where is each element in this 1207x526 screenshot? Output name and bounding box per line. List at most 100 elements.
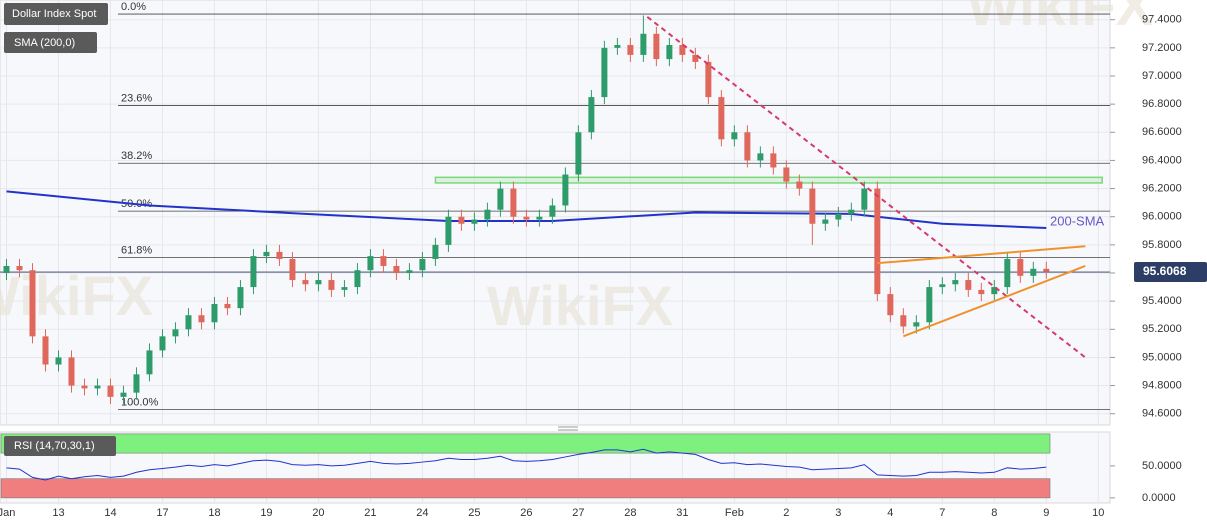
x-tick-label: Jan — [0, 507, 15, 519]
x-tick-label: 13 — [52, 507, 64, 519]
candle-body — [978, 289, 985, 295]
candle-body — [1030, 268, 1037, 276]
candle-body — [94, 385, 101, 389]
candle-body — [887, 294, 894, 316]
y-tick-label: 95.2000 — [1142, 323, 1182, 335]
rsi-box — [4, 436, 116, 456]
candle-body — [380, 256, 387, 266]
candle-body — [263, 251, 270, 257]
trendline — [877, 245, 1086, 265]
x-tick-label: 21 — [364, 507, 376, 519]
candle-body — [107, 385, 114, 397]
candle-body — [159, 336, 166, 351]
candle-body — [302, 280, 309, 285]
candle-body — [926, 287, 933, 323]
candle-body — [666, 45, 673, 60]
resistance-zone — [434, 176, 1103, 184]
watermark: WikiFX — [967, 0, 1153, 37]
x-tick-label: 4 — [887, 507, 893, 519]
x-tick-label: 24 — [416, 507, 428, 519]
rsi-label: RSI (14,70,30,1) — [14, 440, 95, 452]
candle-body — [900, 315, 907, 327]
y-tick-label: 96.4000 — [1142, 154, 1182, 166]
candle-body — [16, 265, 23, 271]
rsi-band — [0, 478, 1051, 499]
candle-body — [224, 303, 231, 309]
trendline — [646, 16, 1086, 359]
sma-annotation: 200-SMA — [1050, 213, 1105, 228]
candle-body — [835, 213, 842, 220]
y-tick-label: 95.4000 — [1142, 295, 1182, 307]
y-tick-label: 94.8000 — [1142, 380, 1182, 392]
x-tick-label: 7 — [939, 507, 945, 519]
x-tick-label: 10 — [1092, 507, 1104, 519]
candle-body — [588, 97, 595, 133]
rsi-line — [6, 448, 1047, 481]
x-tick-label: 3 — [835, 507, 841, 519]
candle-body — [965, 280, 972, 290]
x-tick-label: Feb — [725, 507, 744, 519]
candle-body — [796, 181, 803, 189]
indicator-label: SMA (200,0) — [14, 37, 75, 49]
candle-body — [432, 244, 439, 259]
candle-body — [952, 280, 959, 285]
candle-body — [991, 287, 998, 295]
y-tick-label: 96.8000 — [1142, 98, 1182, 110]
candle-body — [562, 174, 569, 206]
y-tick-label: 95.8000 — [1142, 239, 1182, 251]
x-tick-label: 26 — [520, 507, 532, 519]
title-box — [4, 3, 108, 25]
candle-body — [536, 216, 543, 220]
candle-body — [471, 219, 478, 224]
candle-body — [393, 265, 400, 274]
candle-body — [601, 47, 608, 98]
fib-label: 0.0% — [121, 1, 146, 13]
candle-body — [874, 188, 881, 295]
candle-body — [718, 97, 725, 140]
x-tick-label: 2 — [783, 507, 789, 519]
candle-body — [172, 329, 179, 337]
candle-body — [770, 153, 777, 168]
candle-body — [42, 336, 49, 365]
candle-body — [185, 315, 192, 330]
candle-body — [809, 188, 816, 224]
fib-label: 100.0% — [121, 396, 159, 408]
candle-body — [146, 350, 153, 375]
candle-body — [354, 270, 361, 288]
y-tick-label: 97.0000 — [1142, 70, 1182, 82]
y-tick-label: 50.0000 — [1142, 460, 1182, 472]
fib-label: 23.6% — [121, 92, 152, 104]
candle-body — [1017, 258, 1024, 276]
y-tick-label: 96.2000 — [1142, 182, 1182, 194]
candle-body — [55, 357, 62, 365]
candle-body — [484, 209, 491, 220]
last-price-label: 95.6068 — [1143, 264, 1187, 278]
candle-body — [211, 303, 218, 323]
candle-body — [81, 385, 88, 389]
x-tick-label: 25 — [468, 507, 480, 519]
candle-body — [757, 153, 764, 161]
candle-body — [3, 265, 10, 274]
candle-body — [861, 188, 868, 210]
candle-body — [510, 188, 517, 217]
x-tick-label: 8 — [991, 507, 997, 519]
candle-body — [549, 205, 556, 217]
x-tick-label: 27 — [572, 507, 584, 519]
candle-body — [731, 132, 738, 140]
x-tick-label: 19 — [260, 507, 272, 519]
y-tick-label: 97.4000 — [1142, 14, 1182, 26]
last-price-box — [1134, 262, 1207, 283]
candle-body — [68, 357, 75, 386]
candle-body — [939, 284, 946, 288]
candle-body — [523, 216, 530, 220]
indicator-box — [4, 32, 97, 53]
candle-body — [627, 45, 634, 55]
watermark: WikiFX — [487, 274, 673, 337]
candle-body — [783, 167, 790, 182]
candle-body — [913, 322, 920, 327]
candle-body — [237, 287, 244, 309]
candle-body — [614, 45, 621, 48]
watermark: WikiFX — [0, 264, 153, 327]
